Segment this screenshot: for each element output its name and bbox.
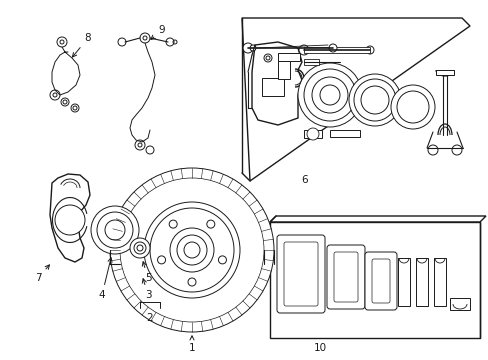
Circle shape <box>169 220 177 228</box>
Bar <box>278 53 299 61</box>
Circle shape <box>187 278 196 286</box>
Circle shape <box>110 168 273 332</box>
Circle shape <box>206 220 214 228</box>
Circle shape <box>165 38 174 46</box>
Text: 9: 9 <box>151 25 165 40</box>
Circle shape <box>348 74 400 126</box>
Circle shape <box>146 146 154 154</box>
Circle shape <box>143 202 240 298</box>
Bar <box>433 258 445 306</box>
Polygon shape <box>251 42 302 125</box>
FancyBboxPatch shape <box>371 259 389 303</box>
Circle shape <box>390 85 434 129</box>
Text: 7: 7 <box>35 265 49 283</box>
FancyBboxPatch shape <box>364 252 396 310</box>
Circle shape <box>306 128 318 140</box>
Bar <box>329 130 359 137</box>
Text: 10: 10 <box>313 343 326 353</box>
Circle shape <box>298 45 308 55</box>
Bar <box>304 59 318 65</box>
Circle shape <box>50 90 60 100</box>
Circle shape <box>264 54 271 62</box>
Bar <box>397 258 409 306</box>
Text: 8: 8 <box>72 33 91 57</box>
Circle shape <box>130 238 150 258</box>
Circle shape <box>157 256 165 264</box>
Circle shape <box>135 140 145 150</box>
Circle shape <box>140 33 150 43</box>
Bar <box>449 298 469 310</box>
Circle shape <box>71 104 79 112</box>
Bar <box>435 70 453 75</box>
Circle shape <box>91 206 139 254</box>
Circle shape <box>118 38 126 46</box>
Circle shape <box>218 256 226 264</box>
Text: 5: 5 <box>142 262 151 283</box>
Circle shape <box>427 145 437 155</box>
Text: 3: 3 <box>142 279 151 300</box>
Bar <box>262 78 284 96</box>
Circle shape <box>297 63 361 127</box>
Polygon shape <box>269 216 485 222</box>
Bar <box>304 130 321 138</box>
Text: 6: 6 <box>301 175 307 185</box>
Bar <box>415 258 427 306</box>
FancyBboxPatch shape <box>326 245 364 309</box>
FancyBboxPatch shape <box>284 242 317 306</box>
Text: 1: 1 <box>188 336 195 353</box>
Circle shape <box>55 205 85 235</box>
FancyBboxPatch shape <box>276 235 325 313</box>
Circle shape <box>365 46 373 54</box>
Bar <box>304 47 369 53</box>
Circle shape <box>57 37 67 47</box>
Circle shape <box>61 98 69 106</box>
Circle shape <box>243 43 252 53</box>
Polygon shape <box>50 174 90 262</box>
FancyBboxPatch shape <box>333 252 357 302</box>
Circle shape <box>249 45 256 51</box>
Circle shape <box>328 44 336 52</box>
Text: 4: 4 <box>99 258 112 300</box>
Text: 2: 2 <box>146 313 153 323</box>
Circle shape <box>451 145 461 155</box>
Circle shape <box>170 228 214 272</box>
Bar <box>278 61 289 79</box>
